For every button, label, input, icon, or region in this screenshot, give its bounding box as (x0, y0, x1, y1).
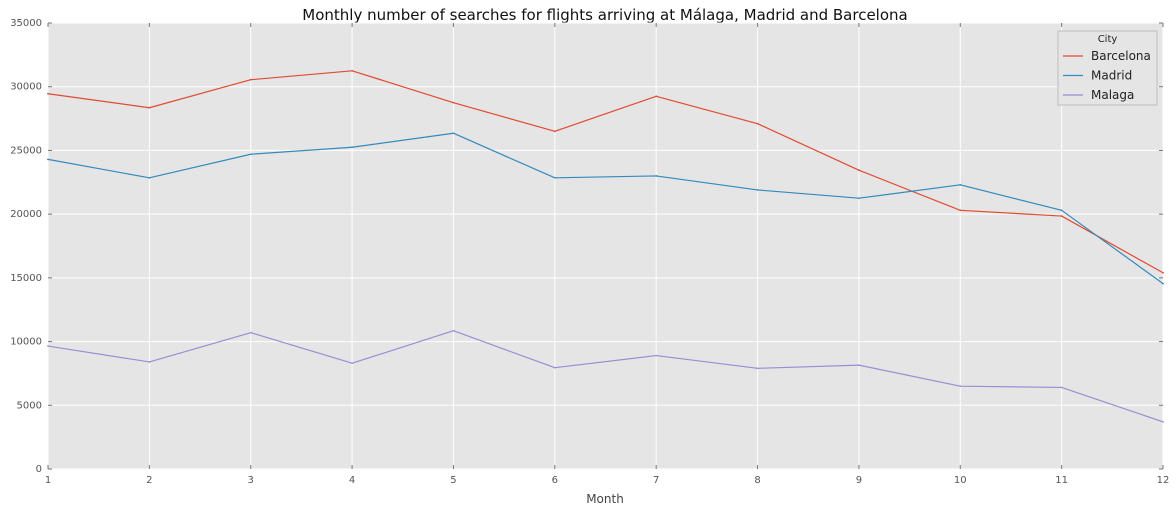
plot-background (48, 23, 1163, 469)
point-barcelona-12 (1162, 271, 1164, 274)
point-madrid-5 (452, 132, 455, 135)
point-madrid-8 (756, 189, 759, 191)
point-madrid-12 (1162, 282, 1164, 285)
point-malaga-2 (148, 361, 151, 363)
point-barcelona-9 (858, 169, 860, 172)
point-barcelona-3 (249, 78, 252, 81)
point-barcelona-8 (756, 122, 759, 125)
point-barcelona-2 (148, 106, 151, 109)
x-tick-label-7: 8 (754, 475, 760, 486)
y-tick-label-5: 25000 (10, 145, 42, 156)
point-malaga-4 (351, 362, 353, 365)
point-madrid-2 (148, 176, 151, 179)
series-line-madrid (47, 132, 1164, 285)
x-axis-label: Month (586, 492, 624, 506)
x-tick-label-8: 9 (856, 475, 862, 486)
point-malaga-5 (452, 329, 455, 332)
point-barcelona-10 (959, 209, 962, 212)
point-madrid-7 (655, 175, 658, 177)
y-tick-label-2: 10000 (10, 337, 42, 348)
point-madrid-3 (249, 153, 252, 156)
legend-label-malaga: Malaga (1091, 88, 1134, 102)
point-malaga-10 (959, 385, 962, 388)
plot-layer (47, 22, 1164, 470)
x-tick-label-4: 5 (450, 475, 456, 486)
point-madrid-6 (553, 176, 556, 179)
y-tick-label-6: 30000 (10, 82, 42, 93)
point-barcelona-7 (655, 95, 658, 98)
x-tick-label-1: 2 (146, 475, 152, 486)
point-malaga-9 (858, 364, 860, 367)
chart-title: Monthly number of searches for flights a… (302, 6, 907, 24)
point-barcelona-4 (351, 69, 353, 72)
point-malaga-3 (249, 331, 252, 334)
x-tick-label-10: 11 (1055, 475, 1068, 486)
y-tick-label-4: 20000 (10, 209, 42, 220)
point-madrid-10 (959, 183, 962, 186)
point-madrid-11 (1060, 209, 1063, 212)
point-malaga-7 (655, 354, 658, 357)
point-malaga-12 (1162, 420, 1164, 423)
legend: City Barcelona Madrid Malaga (1057, 30, 1158, 106)
x-tick-label-0: 1 (45, 475, 51, 486)
y-tick-label-3: 15000 (10, 273, 42, 284)
legend-title: City (1098, 34, 1118, 45)
series-line-barcelona (47, 70, 1164, 274)
y-tick-label-7: 35000 (10, 18, 42, 29)
point-malaga-8 (756, 367, 759, 370)
x-tick-label-11: 12 (1157, 475, 1170, 486)
x-tick-label-5: 6 (552, 475, 558, 486)
point-madrid-9 (858, 197, 860, 200)
point-malaga-1 (47, 345, 49, 347)
point-madrid-4 (351, 146, 353, 149)
x-tick-label-2: 3 (248, 475, 254, 486)
point-barcelona-5 (452, 101, 455, 104)
legend-label-madrid: Madrid (1091, 69, 1132, 83)
point-malaga-6 (553, 366, 556, 369)
point-barcelona-1 (47, 92, 49, 95)
point-malaga-11 (1060, 386, 1063, 389)
legend-label-barcelona: Barcelona (1091, 49, 1151, 63)
point-barcelona-6 (553, 130, 556, 133)
y-tick-label-0: 0 (36, 464, 42, 475)
x-tick-label-6: 7 (653, 475, 659, 486)
legend-box (1057, 30, 1158, 106)
series-line-malaga (47, 330, 1164, 423)
y-tick-label-1: 5000 (17, 400, 42, 411)
x-tick-label-3: 4 (349, 475, 355, 486)
point-barcelona-11 (1060, 215, 1063, 217)
x-tick-label-9: 10 (954, 475, 967, 486)
point-madrid-1 (47, 158, 49, 161)
series-layer (47, 69, 1164, 423)
